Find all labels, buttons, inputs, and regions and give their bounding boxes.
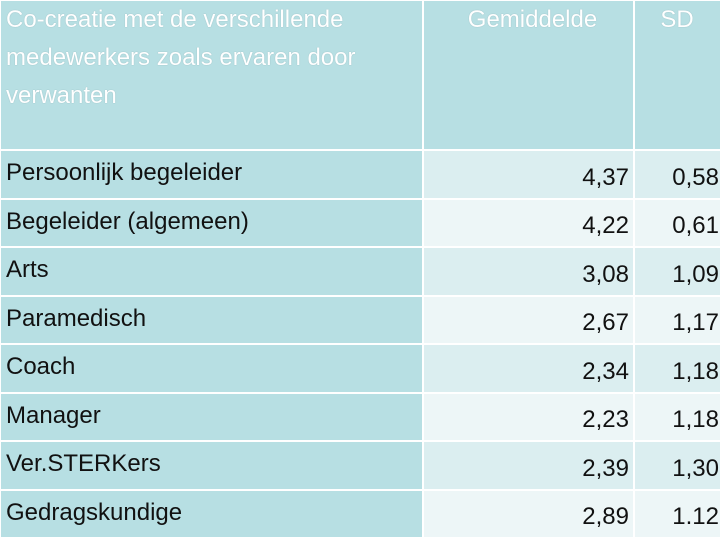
table-row: Arts 3,08 1,09 (1, 248, 720, 295)
table-row: Coach 2,34 1,18 (1, 345, 720, 392)
row-label: Begeleider (algemeen) (1, 199, 422, 246)
row-mean: 2,89 (424, 490, 633, 537)
row-sd: 0,61 (635, 199, 720, 246)
table-row: Gedragskundige 2,89 1.12 (1, 490, 720, 537)
row-sd: 1,17 (635, 296, 720, 343)
row-label: Paramedisch (1, 296, 422, 343)
header-mean: Gemiddelde (424, 1, 633, 149)
row-label: Ver.STERKers (1, 442, 422, 489)
row-mean: 4,37 (424, 151, 633, 198)
header-row: Co-creatie met de verschillende medewerk… (1, 1, 720, 149)
row-mean: 2,67 (424, 296, 633, 343)
table-row: Persoonlijk begeleider 4,37 0,58 (1, 151, 720, 198)
table-row: Manager 2,23 1,18 (1, 393, 720, 440)
table-row: Ver.STERKers 2,39 1,30 (1, 442, 720, 489)
table-row: Begeleider (algemeen) 4,22 0,61 (1, 199, 720, 246)
row-sd: 1.12 (635, 490, 720, 537)
row-sd: 1,18 (635, 393, 720, 440)
row-label: Manager (1, 393, 422, 440)
row-sd: 1,30 (635, 442, 720, 489)
row-mean: 2,39 (424, 442, 633, 489)
row-label: Persoonlijk begeleider (1, 151, 422, 198)
row-sd: 0,58 (635, 151, 720, 198)
row-sd: 1,09 (635, 248, 720, 295)
row-mean: 2,34 (424, 345, 633, 392)
row-label: Coach (1, 345, 422, 392)
header-sd: SD (635, 1, 720, 149)
row-sd: 1,18 (635, 345, 720, 392)
row-mean: 3,08 (424, 248, 633, 295)
row-mean: 2,23 (424, 393, 633, 440)
row-mean: 4,22 (424, 199, 633, 246)
row-label: Gedragskundige (1, 490, 422, 537)
header-label: Co-creatie met de verschillende medewerk… (1, 1, 422, 149)
table-row: Paramedisch 2,67 1,17 (1, 296, 720, 343)
row-label: Arts (1, 248, 422, 295)
